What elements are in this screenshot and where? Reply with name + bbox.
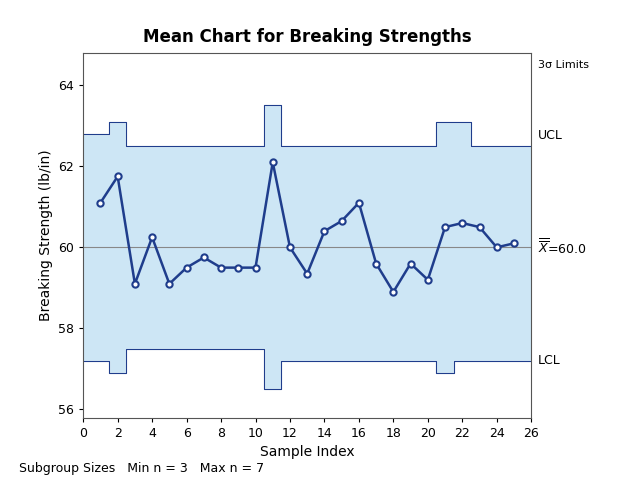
Y-axis label: Breaking Strength (lb/in): Breaking Strength (lb/in): [38, 149, 52, 321]
Text: LCL: LCL: [538, 354, 561, 367]
Text: $\overline{\overline{X}}$=60.0: $\overline{\overline{X}}$=60.0: [538, 238, 586, 257]
Text: 3σ Limits: 3σ Limits: [538, 60, 589, 70]
Text: Subgroup Sizes   Min n = 3   Max n = 7: Subgroup Sizes Min n = 3 Max n = 7: [19, 462, 264, 475]
Text: UCL: UCL: [538, 130, 563, 143]
X-axis label: Sample Index: Sample Index: [260, 445, 355, 459]
Title: Mean Chart for Breaking Strengths: Mean Chart for Breaking Strengths: [143, 28, 472, 46]
